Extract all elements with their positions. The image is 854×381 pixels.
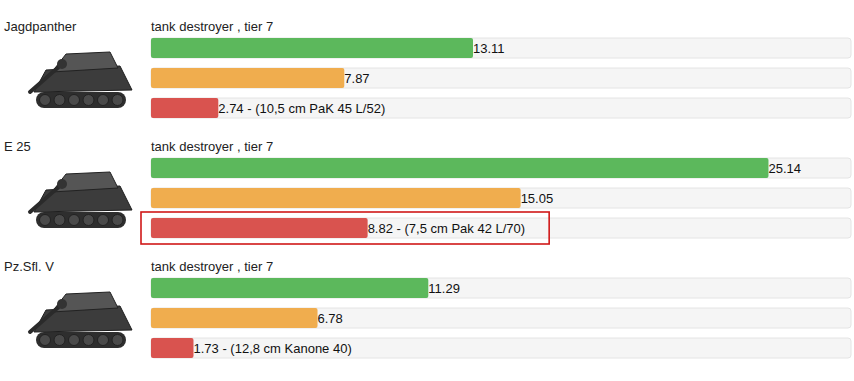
- data-label: 15.05: [521, 191, 554, 206]
- labels: 11.29 6.78 1.73 - (12,8 cm Kanone 40): [193, 281, 459, 356]
- tank-block: E 25 tank destroyer , tier 7 25.14 15.05 8.8…: [4, 139, 851, 244]
- bar-track: [151, 278, 851, 298]
- bar-track: [151, 158, 851, 178]
- tank-icon: [30, 292, 132, 348]
- bars: [151, 278, 428, 358]
- tank-icon: [30, 172, 132, 228]
- bar-track: [151, 218, 851, 238]
- tank-subtitle: tank destroyer , tier 7: [151, 139, 273, 154]
- bar: [151, 338, 193, 358]
- bar-track: [151, 308, 851, 328]
- data-label: 1.73 - (12,8 cm Kanone 40): [193, 341, 351, 356]
- bars: [151, 38, 473, 118]
- data-label: 11.29: [428, 281, 460, 296]
- bar: [151, 38, 473, 58]
- bar-track: [151, 38, 851, 58]
- bar: [151, 98, 218, 118]
- highlight-frame: [141, 212, 549, 244]
- data-label: 2.74 - (10,5 cm PaK 45 L/52): [218, 101, 385, 116]
- tank-name: E 25: [4, 139, 31, 154]
- bar: [151, 218, 368, 238]
- tank-icon: [30, 52, 132, 108]
- data-label: 13.11: [473, 41, 505, 56]
- tank-block: Pz.Sfl. V tank destroyer , tier 7 11.29 6.7…: [4, 259, 851, 358]
- data-label: 25.14: [768, 161, 801, 176]
- bar: [151, 68, 344, 88]
- chart-root: Jagdpanther tank destroyer , tier 7 13.11 7…: [0, 0, 854, 381]
- bars: [151, 158, 768, 238]
- chart-svg: Jagdpanther tank destroyer , tier 7 13.11 7…: [0, 0, 854, 381]
- tank-subtitle: tank destroyer , tier 7: [151, 19, 273, 34]
- data-label: 6.78: [318, 311, 343, 326]
- tank-name: Pz.Sfl. V: [4, 259, 54, 274]
- tank-name: Jagdpanther: [4, 19, 77, 34]
- tank-block: Jagdpanther tank destroyer , tier 7 13.11 7…: [4, 19, 851, 118]
- bar-track: [151, 68, 851, 88]
- bar-track: [151, 98, 851, 118]
- bar: [151, 158, 768, 178]
- labels: 13.11 7.87 2.74 - (10,5 cm PaK 45 L/52): [218, 41, 504, 116]
- bar: [151, 188, 521, 208]
- bar-track: [151, 188, 851, 208]
- tank-subtitle: tank destroyer , tier 7: [151, 259, 273, 274]
- data-label: 8.82 - (7,5 cm Pak 42 L/70): [368, 221, 526, 236]
- bar-track: [151, 338, 851, 358]
- labels: 25.14 15.05 8.82 - (7,5 cm Pak 42 L/70): [368, 161, 801, 236]
- bar: [151, 278, 428, 298]
- data-label: 7.87: [344, 71, 369, 86]
- bar: [151, 308, 318, 328]
